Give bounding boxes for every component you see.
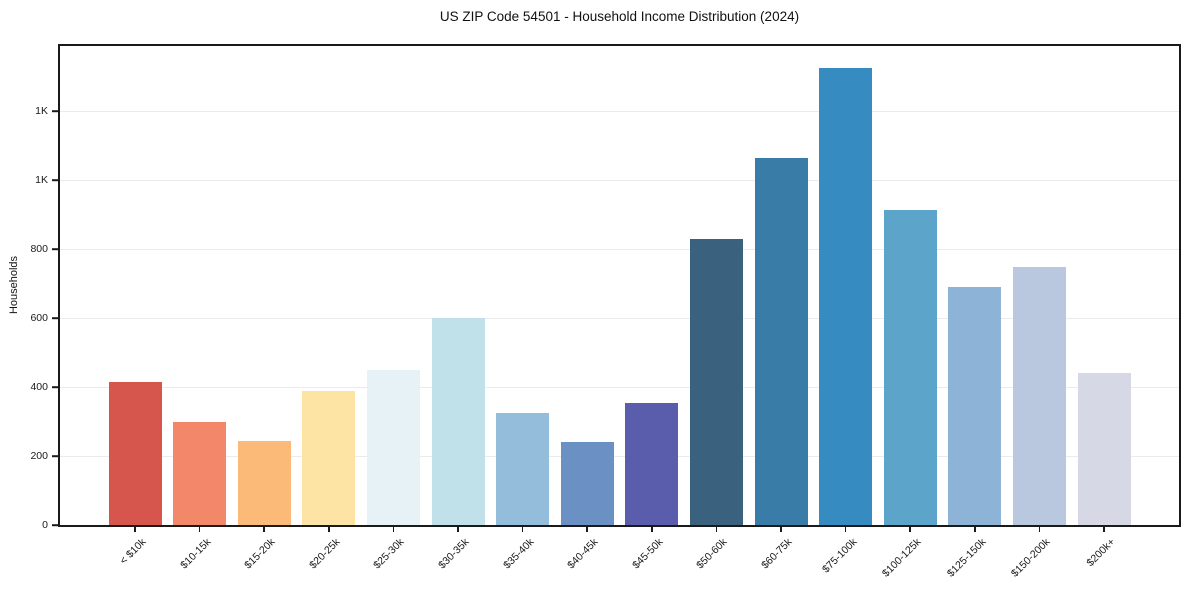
x-tick-mark bbox=[392, 527, 395, 532]
x-tick-mark bbox=[1038, 527, 1041, 532]
x-tick-label: $150-200k bbox=[1009, 536, 1053, 580]
x-tick-mark bbox=[586, 527, 588, 532]
bar bbox=[302, 390, 356, 525]
bar bbox=[366, 369, 420, 525]
x-tick-label: $45-50k bbox=[629, 536, 666, 572]
x-tick-mark bbox=[715, 527, 718, 532]
y-tick-mark bbox=[52, 248, 58, 251]
y-tick-label: 400 bbox=[30, 381, 48, 394]
y-tick-mark bbox=[52, 386, 58, 388]
x-tick-label: $200k+ bbox=[1084, 536, 1118, 570]
x-tick-label: $40-45k bbox=[565, 536, 601, 572]
x-tick-label: $125-150k bbox=[944, 536, 989, 580]
x-tick-mark bbox=[263, 527, 265, 532]
x-tick-label: $10-15k bbox=[177, 536, 214, 572]
y-tick-mark bbox=[52, 455, 58, 457]
plot-area bbox=[58, 44, 1181, 527]
x-tick-label: $60-75k bbox=[759, 536, 795, 572]
x-tick-label: $25-30k bbox=[371, 536, 407, 572]
x-tick-label: $100-125k bbox=[880, 536, 924, 580]
bar bbox=[1077, 373, 1131, 525]
gridline bbox=[60, 387, 1179, 389]
x-tick-label: $50-60k bbox=[694, 536, 730, 572]
x-tick-label: $30-35k bbox=[436, 536, 472, 572]
y-tick-label: 800 bbox=[30, 243, 48, 256]
bar bbox=[496, 413, 550, 525]
bar bbox=[948, 287, 1002, 525]
bar bbox=[689, 238, 743, 525]
y-tick-mark bbox=[52, 524, 58, 526]
chart-title: US ZIP Code 54501 - Household Income Dis… bbox=[439, 9, 800, 24]
y-tick-label: 600 bbox=[30, 312, 48, 325]
y-tick-label: 0 bbox=[42, 519, 48, 531]
gridline bbox=[60, 318, 1179, 320]
x-tick-mark bbox=[1103, 527, 1105, 532]
x-tick-mark bbox=[328, 527, 330, 532]
x-tick-mark bbox=[974, 527, 976, 532]
x-tick-label: < $10k bbox=[117, 536, 149, 567]
bar bbox=[819, 68, 873, 525]
x-tick-mark bbox=[651, 527, 653, 532]
x-tick-mark bbox=[909, 527, 911, 532]
x-tick-label: $35-40k bbox=[500, 536, 537, 572]
bar bbox=[108, 382, 162, 525]
bar bbox=[560, 442, 614, 525]
gridline bbox=[60, 249, 1179, 251]
x-tick-label: $75-100k bbox=[819, 536, 860, 576]
gridline bbox=[60, 111, 1179, 113]
x-tick-mark bbox=[780, 527, 782, 532]
gridline bbox=[60, 180, 1179, 182]
y-axis-label: Households bbox=[8, 255, 20, 315]
x-tick-mark bbox=[198, 527, 201, 532]
y-tick-mark bbox=[52, 110, 58, 113]
x-tick-label: $15-20k bbox=[242, 536, 278, 572]
y-tick-label: 200 bbox=[30, 450, 48, 463]
bar bbox=[754, 158, 808, 525]
x-tick-mark bbox=[844, 527, 847, 532]
y-tick-label: 1K bbox=[35, 174, 48, 187]
bar bbox=[237, 440, 291, 525]
y-tick-label: 1K bbox=[35, 105, 48, 118]
y-tick-mark bbox=[52, 317, 58, 320]
y-tick-mark bbox=[52, 179, 58, 182]
bar bbox=[883, 209, 937, 525]
x-tick-label: $20-25k bbox=[306, 536, 343, 572]
bar bbox=[1012, 266, 1066, 525]
x-tick-mark bbox=[457, 527, 459, 532]
bar bbox=[625, 402, 679, 525]
bar bbox=[173, 421, 227, 525]
bar bbox=[431, 318, 485, 525]
x-tick-mark bbox=[134, 527, 136, 532]
gridline bbox=[60, 456, 1179, 458]
x-tick-mark bbox=[521, 527, 524, 532]
